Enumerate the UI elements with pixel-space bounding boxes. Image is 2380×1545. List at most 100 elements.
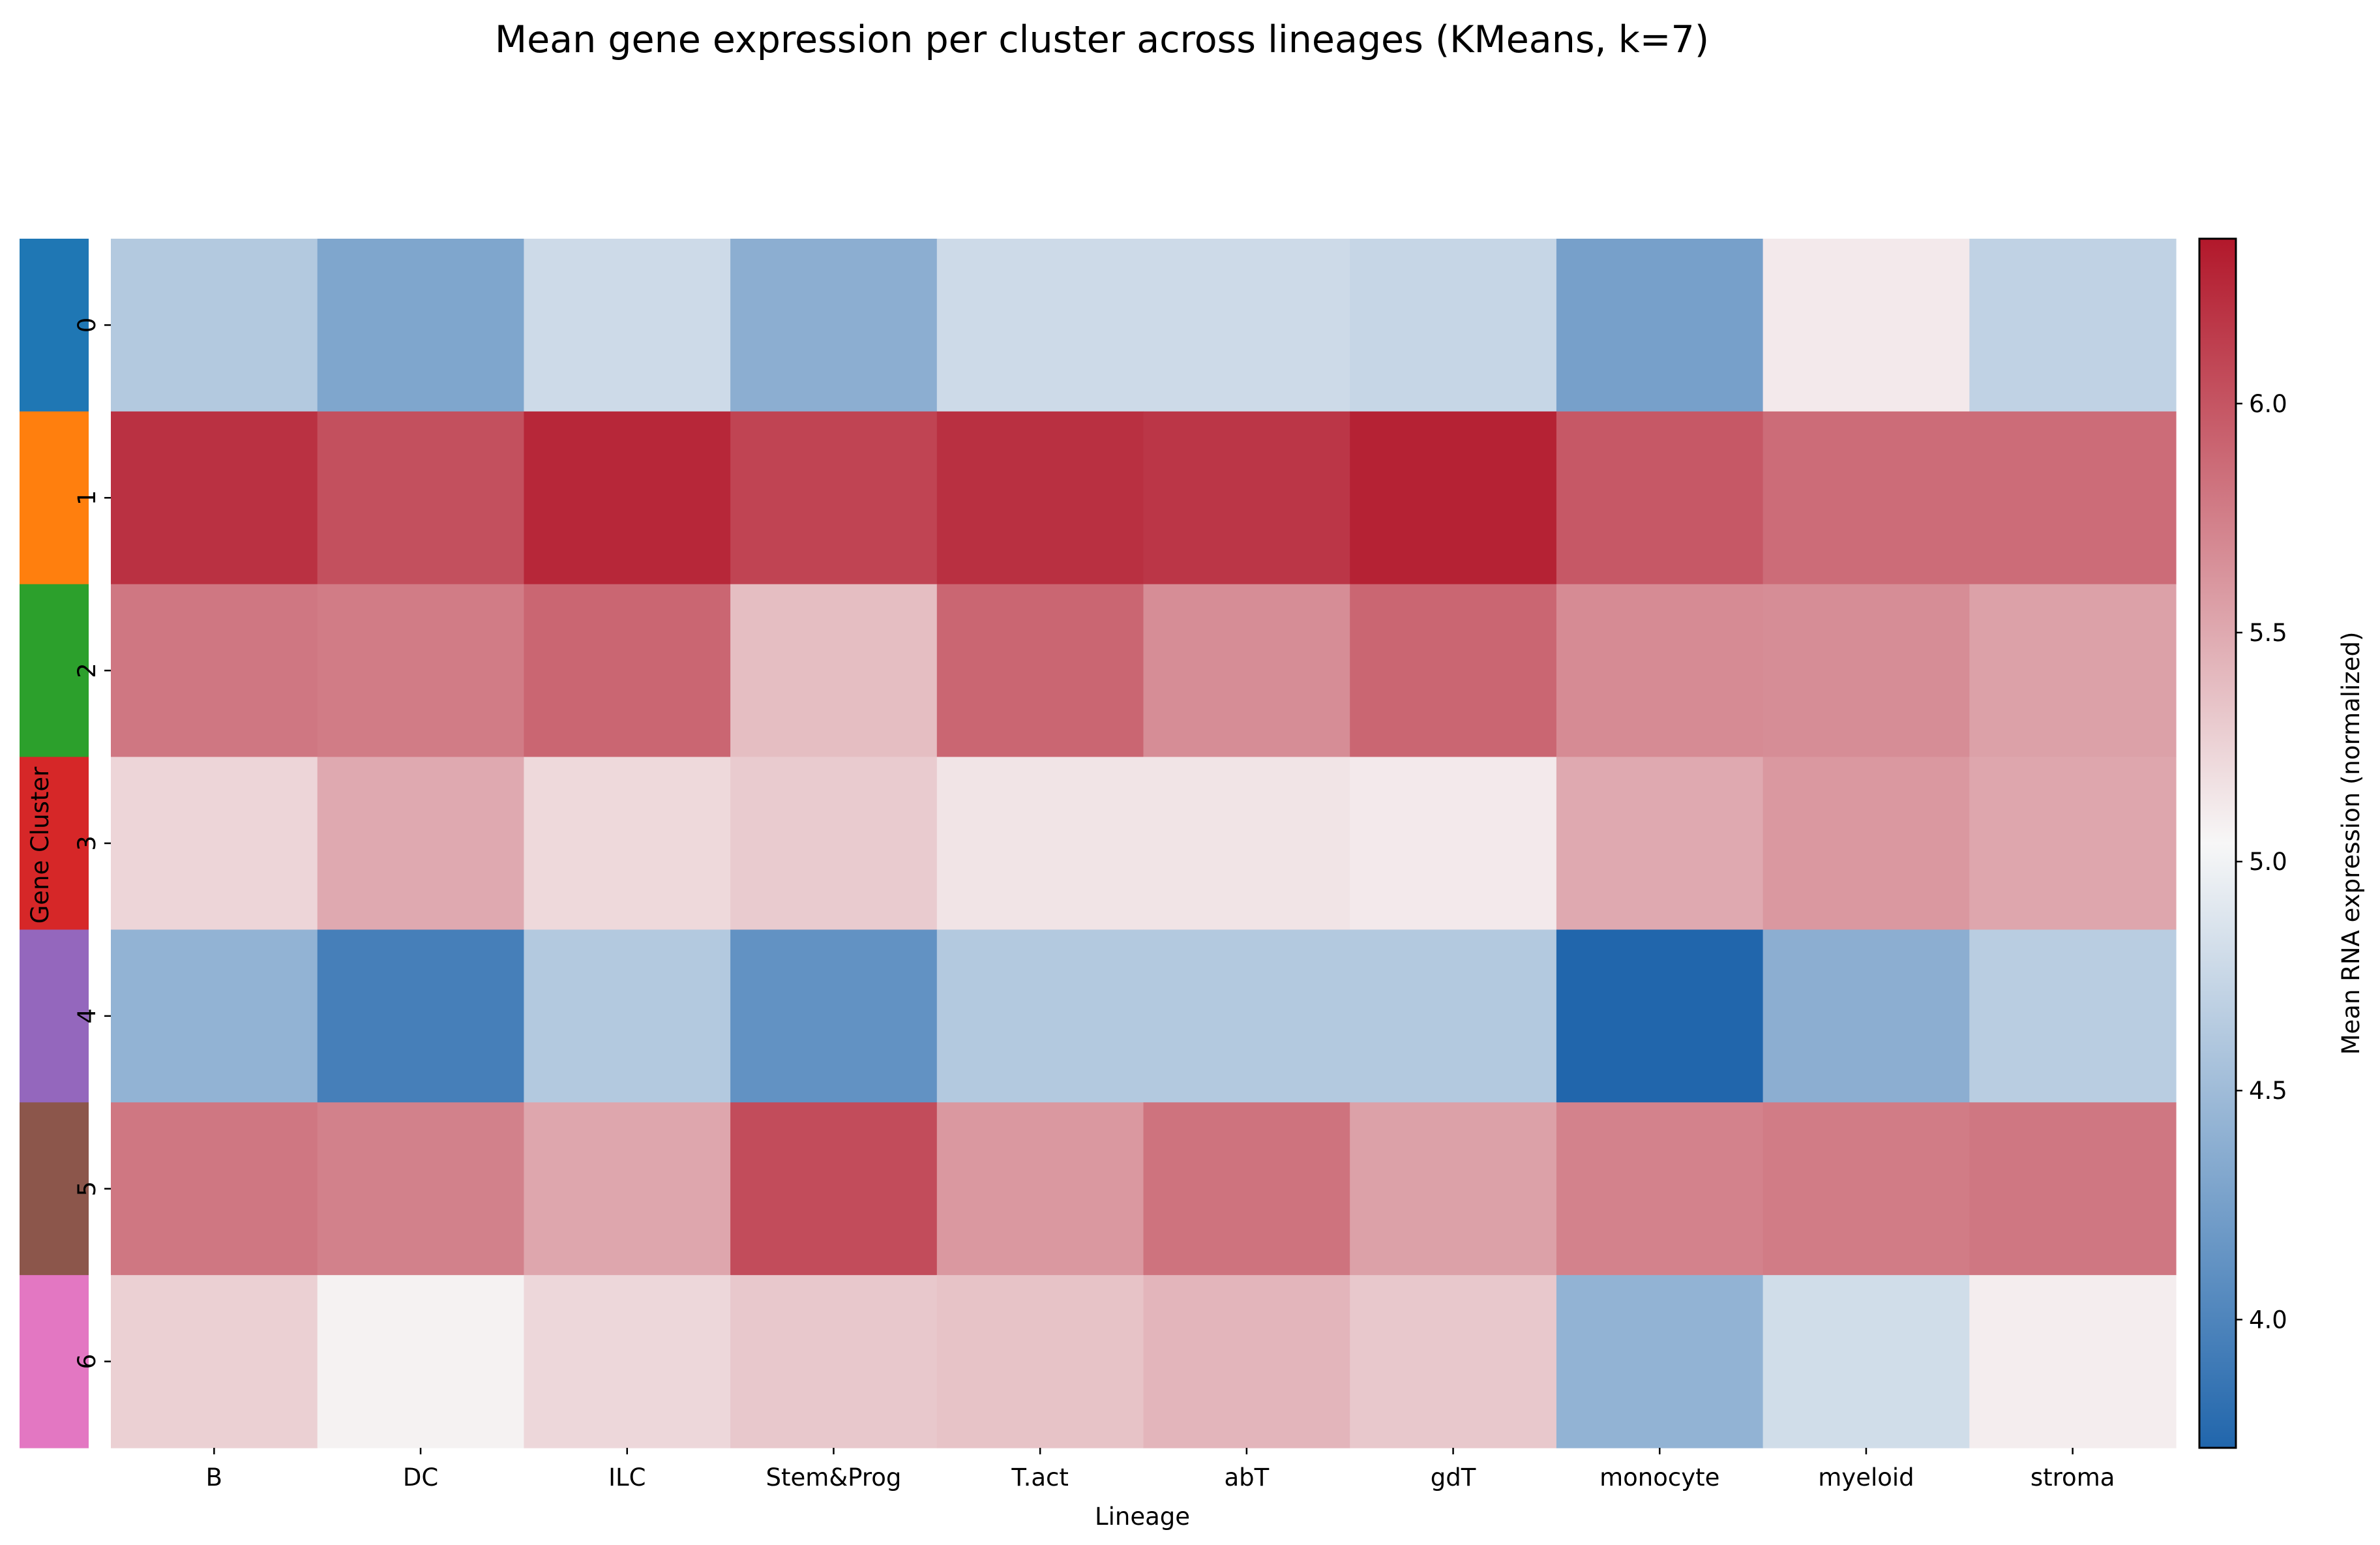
heatmap-cell xyxy=(1556,929,1764,1103)
heatmap-cell xyxy=(1350,929,1557,1103)
y-axis-label: Gene Cluster xyxy=(26,766,54,924)
colorbar-label: Mean RNA expression (normalized) xyxy=(2337,632,2365,1055)
heatmap-cell xyxy=(524,411,731,585)
heatmap-cell xyxy=(1350,1102,1557,1276)
x-tick-label: monocyte xyxy=(1599,1463,1719,1492)
heatmap-cell xyxy=(936,1275,1144,1448)
y-tick-label: 2 xyxy=(73,663,101,678)
cluster-color-swatch xyxy=(20,929,89,1103)
heatmap-cell xyxy=(1143,757,1350,931)
heatmap-cell xyxy=(317,1275,524,1448)
heatmap-cell xyxy=(1969,757,2177,931)
heatmap-cell xyxy=(1143,1102,1350,1276)
heatmap-cell xyxy=(1763,929,1970,1103)
heatmap-cell xyxy=(1143,411,1350,585)
y-tick-label: 4 xyxy=(73,1008,101,1024)
colorbar xyxy=(2198,237,2237,1449)
heatmap-cell xyxy=(1969,1275,2177,1448)
heatmap-cell xyxy=(936,1102,1144,1276)
x-tick-label: stroma xyxy=(2030,1463,2115,1492)
heatmap-cell xyxy=(1143,584,1350,758)
cluster-color-swatch xyxy=(20,1102,89,1276)
x-tick-label: T.act xyxy=(1011,1463,1069,1492)
heatmap-cell xyxy=(111,1275,318,1448)
colorbar-ticks: 4.0 4.5 5.0 5.5 6.0 xyxy=(2236,390,2287,1334)
heatmap-cell xyxy=(1969,1102,2177,1276)
heatmap-cell xyxy=(1763,757,1970,931)
cluster-color-swatch xyxy=(20,584,89,758)
heatmap-cell xyxy=(936,929,1144,1103)
colorbar-tick-label: 5.5 xyxy=(2249,619,2287,647)
heatmap-cell xyxy=(936,584,1144,758)
chart-title: Mean gene expression per cluster across … xyxy=(495,18,1709,61)
cluster-color-bar xyxy=(20,239,89,1448)
heatmap-cell xyxy=(730,1275,938,1448)
heatmap-cell xyxy=(730,929,938,1103)
x-tick-label: abT xyxy=(1224,1463,1269,1492)
heatmap-cell xyxy=(1556,411,1764,585)
x-tick-label: DC xyxy=(403,1463,438,1492)
heatmap-cell xyxy=(1556,239,1764,412)
heatmap-cell xyxy=(936,411,1144,585)
cluster-color-swatch xyxy=(20,1275,89,1448)
heatmap-cell xyxy=(1350,757,1557,931)
cluster-color-swatch xyxy=(20,239,89,412)
heatmap-cell xyxy=(524,929,731,1103)
x-axis-ticks: B DC ILC Stem&Prog T.act abT gdT monocyte myeloi… xyxy=(206,1448,2115,1492)
colorbar-tick-label: 5.0 xyxy=(2249,848,2287,876)
y-tick-label: 6 xyxy=(73,1354,101,1370)
heatmap-cell xyxy=(317,757,524,931)
heatmap-cell xyxy=(1350,584,1557,758)
heatmap-cell xyxy=(1763,584,1970,758)
heatmap-cell xyxy=(1350,239,1557,412)
heatmap-cell xyxy=(936,239,1144,412)
heatmap-cell xyxy=(317,584,524,758)
heatmap-cell xyxy=(111,239,318,412)
heatmap-cell xyxy=(1143,929,1350,1103)
x-tick-label: ILC xyxy=(608,1463,646,1492)
y-tick-label: 3 xyxy=(73,835,101,851)
x-axis-label: Lineage xyxy=(1095,1503,1190,1531)
heatmap-cell xyxy=(317,239,524,412)
heatmap-cell xyxy=(111,757,318,931)
heatmap-cell xyxy=(524,584,731,758)
heatmap-cell xyxy=(730,757,938,931)
colorbar-tick-label: 6.0 xyxy=(2249,390,2287,418)
heatmap-cell xyxy=(1556,1275,1764,1448)
heatmap-cell xyxy=(1556,584,1764,758)
heatmap-cell xyxy=(524,1275,731,1448)
heatmap-cell xyxy=(936,757,1144,931)
heatmap-cell xyxy=(1556,757,1764,931)
heatmap-cell xyxy=(1969,239,2177,412)
y-tick-label: 5 xyxy=(73,1181,101,1197)
heatmap-cell xyxy=(730,239,938,412)
heatmap-cell xyxy=(1763,239,1970,412)
heatmap-cell xyxy=(1763,411,1970,585)
heatmap-cell xyxy=(111,584,318,758)
heatmap-cell xyxy=(524,1102,731,1276)
heatmap-cell xyxy=(1969,929,2177,1103)
heatmap-cell xyxy=(730,411,938,585)
heatmap-cell xyxy=(524,239,731,412)
y-tick-label: 0 xyxy=(73,318,101,333)
cluster-color-swatch xyxy=(20,757,89,931)
x-tick-label: myeloid xyxy=(1818,1463,1914,1492)
heatmap-cell xyxy=(1556,1102,1764,1276)
heatmap-cell xyxy=(730,584,938,758)
heatmap-cell xyxy=(1969,411,2177,585)
heatmap-cell xyxy=(111,1102,318,1276)
heatmap-cell xyxy=(1350,1275,1557,1448)
colorbar-tick-label: 4.0 xyxy=(2249,1306,2287,1334)
cluster-color-swatch xyxy=(20,411,89,585)
heatmap-cell xyxy=(1143,1275,1350,1448)
x-tick-label: gdT xyxy=(1431,1463,1476,1492)
heatmap-cell xyxy=(1763,1102,1970,1276)
heatmap-cell xyxy=(317,929,524,1103)
heatmap-cell xyxy=(111,929,318,1103)
heatmap-cell xyxy=(730,1102,938,1276)
x-tick-label: Stem&Prog xyxy=(766,1463,902,1492)
heatmap-cell xyxy=(524,757,731,931)
heatmap-cell xyxy=(317,411,524,585)
heatmap-cell xyxy=(1350,411,1557,585)
x-tick-label: B xyxy=(206,1463,222,1492)
